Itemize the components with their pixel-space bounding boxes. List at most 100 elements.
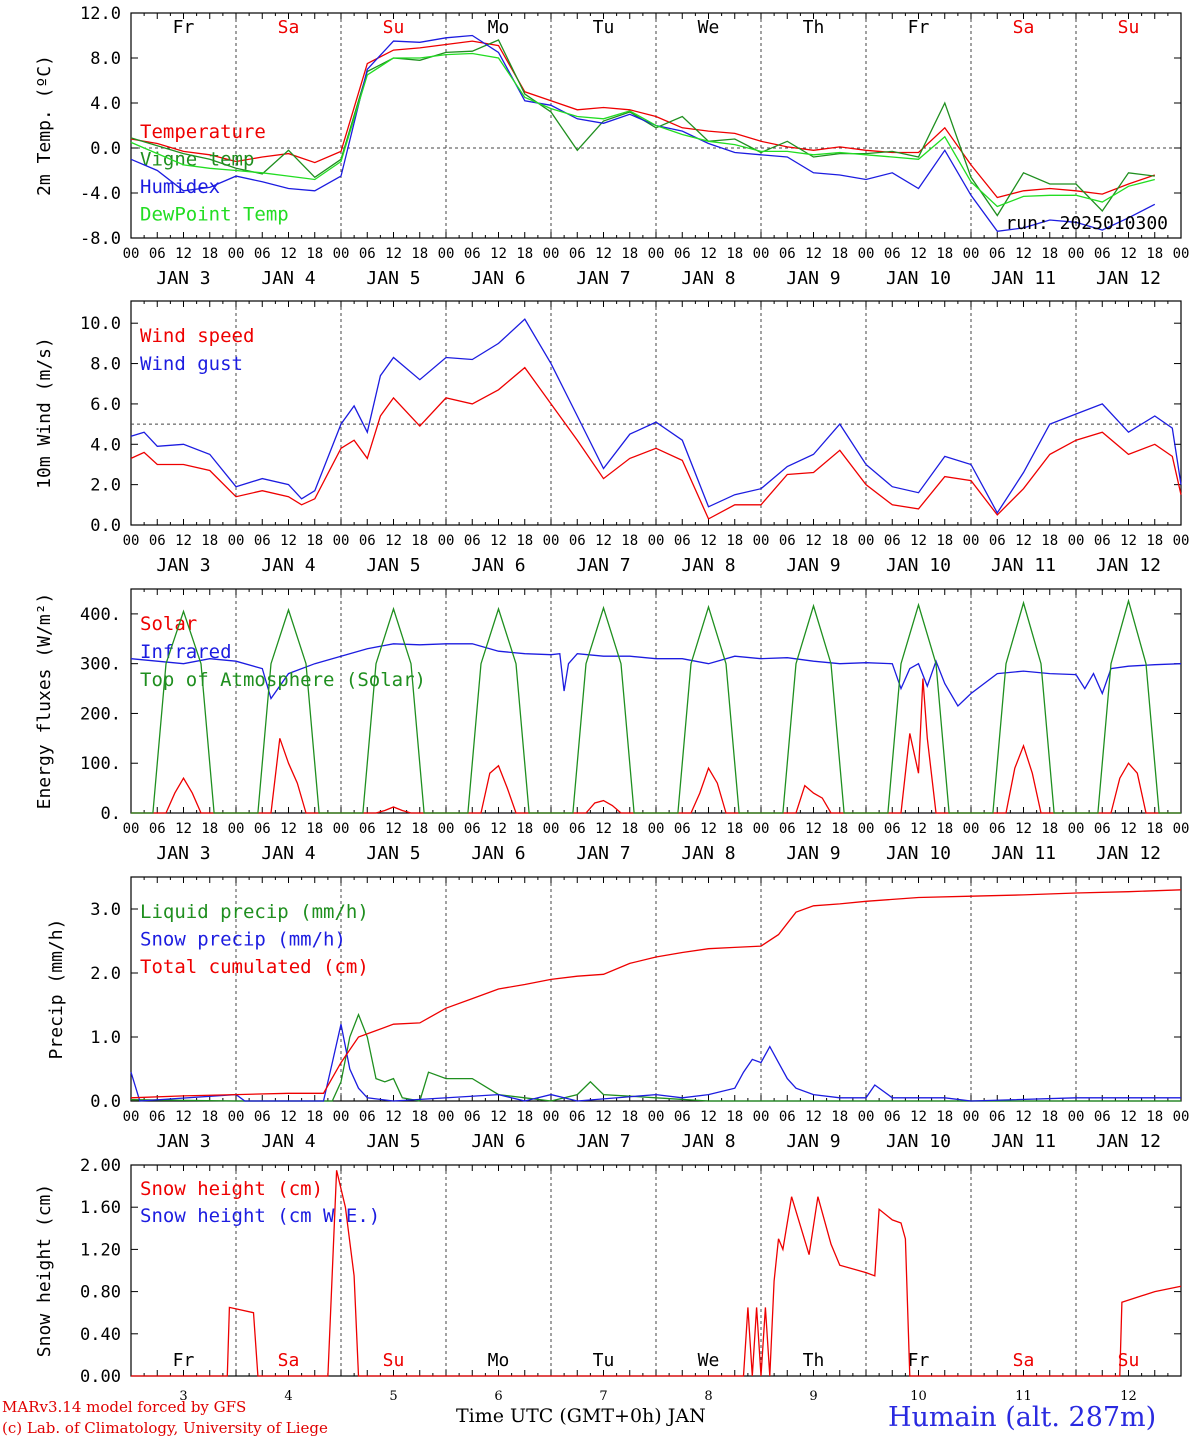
x-date-label: JAN 6 [471,555,525,576]
x-hour-label: 00 [753,246,770,262]
legend-entry: Snow precip (mm/h) [140,929,346,951]
plot-frame [130,588,1182,814]
x-hour-label: 12 [385,821,402,837]
weekday-label: Mo [488,1350,510,1371]
x-hour-label: 00 [648,1109,665,1125]
x-hour-label: 18 [726,821,743,837]
series-line-solar [131,678,1181,814]
series-line-top-of-atmosphere-solar [131,598,1181,814]
x-hour-label: 12 [385,246,402,262]
x-hour-label: 00 [648,533,665,549]
x-hour-label: 00 [753,1109,770,1125]
x-hour-label: 00 [228,821,245,837]
x-hour-label: 06 [1094,821,1111,837]
x-hour-label: 18 [201,1109,218,1125]
x-hour-label: 18 [516,1109,533,1125]
x-date-label: JAN 5 [366,555,420,576]
x-hour-label: 18 [201,533,218,549]
x-hour-label: 00 [1068,246,1085,262]
x-hour-label: 00 [1173,1109,1190,1125]
x-hour-label: 12 [385,533,402,549]
x-hour-label: 00 [543,533,560,549]
series-line-infrared [130,643,1182,708]
weekday-label: Mo [488,17,510,38]
x-hour-label: 18 [936,1109,953,1125]
x-hour-label: 18 [621,1109,638,1125]
x-hour-label: 00 [123,821,140,837]
x-date-label: JAN 7 [576,268,630,289]
x-hour-label: 12 [700,821,717,837]
x-hour-label: 00 [123,533,140,549]
x-hour-label: 00 [963,1109,980,1125]
y-tick-label: 0.0 [90,516,121,536]
x-date-label: JAN 10 [886,555,951,576]
x-date-label: JAN 7 [576,1131,630,1152]
legend-entry: DewPoint Temp [140,204,289,226]
x-hour-label: 06 [359,821,376,837]
x-hour-label: 12 [280,533,297,549]
x-hour-label: 12 [595,821,612,837]
legend-entry: Solar [140,613,197,635]
x-hour-label: 06 [149,533,166,549]
x-hour-label: 00 [858,1109,875,1125]
x-date-label: JAN 5 [366,843,420,864]
x-date-label: JAN 12 [1096,268,1161,289]
x-hour-label: 00 [1068,821,1085,837]
series-line-wind-gust [130,318,1182,515]
x-date-label: JAN 4 [261,843,315,864]
y-tick-label: -8.0 [80,229,121,249]
y-tick-label: 1.20 [80,1240,121,1260]
x-hour-label: 18 [1041,246,1058,262]
x-hour-label: 18 [936,533,953,549]
x-date-label: JAN 6 [471,1131,525,1152]
x-hour-label: 06 [989,821,1006,837]
x-date-label: JAN 5 [366,1131,420,1152]
x-hour-label: 00 [1068,1109,1085,1125]
x-hour-label: 00 [858,533,875,549]
x-hour-label: 12 [1015,533,1032,549]
x-hour-label: 06 [359,533,376,549]
lab-credit: (c) Lab. of Climatology, University of L… [2,1419,328,1437]
legend-entry: Snow height (cm) [140,1178,323,1200]
x-hour-label: 00 [963,821,980,837]
x-hour-label: 00 [963,246,980,262]
y-tick-label: 0.00 [80,1367,121,1387]
x-hour-label: 12 [175,821,192,837]
weekday-label: Sa [1013,17,1035,38]
x-day-number: 5 [389,1389,397,1404]
x-date-label: JAN 5 [366,268,420,289]
x-date-label: JAN 11 [991,268,1056,289]
x-hour-label: 00 [333,533,350,549]
x-hour-label: 06 [359,1109,376,1125]
y-tick-label: 8.0 [90,49,121,69]
x-hour-label: 12 [1120,1109,1137,1125]
series-line-liquid-precip-mm-h [130,1012,1181,1102]
x-hour-label: 06 [1094,246,1111,262]
x-hour-label: 06 [674,821,691,837]
y-tick-label: 300. [80,655,121,675]
y-tick-label: 3.0 [90,900,121,920]
x-hour-label: 18 [1146,1109,1163,1125]
run-label: run: 2025010300 [1005,213,1168,234]
x-date-label: JAN 3 [156,268,210,289]
x-hour-label: 06 [779,246,796,262]
x-hour-label: 18 [726,533,743,549]
x-hour-label: 18 [201,246,218,262]
x-hour-label: 18 [516,246,533,262]
y-axis-title: Energy fluxes (W/m²) [34,593,55,810]
x-hour-label: 12 [1015,246,1032,262]
x-hour-label: 06 [779,1109,796,1125]
x-hour-label: 18 [306,533,323,549]
y-tick-label: 2.00 [80,1156,121,1176]
x-hour-label: 18 [831,1109,848,1125]
x-hour-label: 12 [910,533,927,549]
x-hour-label: 00 [543,821,560,837]
y-tick-label: 200. [80,704,121,724]
weekday-label: We [698,17,720,38]
x-hour-label: 06 [464,246,481,262]
x-hour-label: 12 [910,821,927,837]
x-hour-label: 12 [1015,1109,1032,1125]
y-tick-label: 400. [80,605,121,625]
x-hour-label: 06 [149,1109,166,1125]
legend-entry: Liquid precip (mm/h) [140,901,369,923]
